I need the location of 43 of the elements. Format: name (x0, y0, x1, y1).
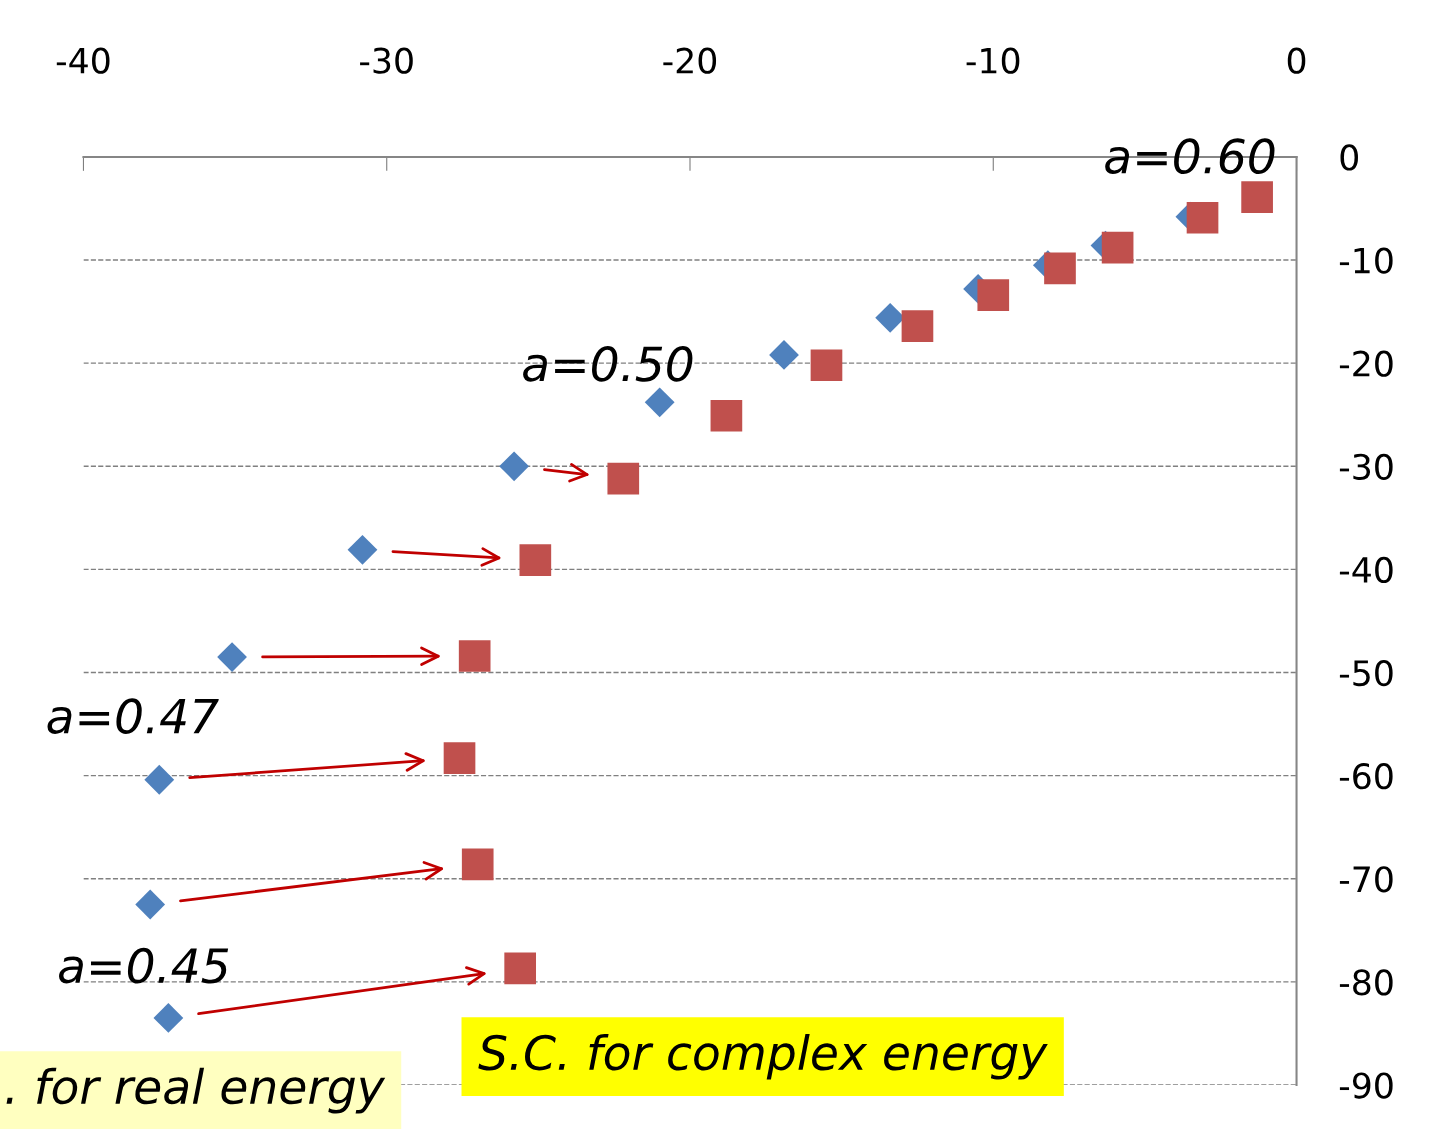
point (769, 340, 799, 370)
point (1186, 201, 1219, 234)
point (144, 764, 175, 795)
point (519, 544, 552, 576)
point (1101, 231, 1134, 264)
point (710, 399, 743, 432)
point (504, 952, 537, 985)
point (901, 310, 934, 342)
annotation: a=0.50 (523, 346, 693, 382)
point (217, 642, 247, 672)
y-tick-label: -40 (1339, 556, 1393, 584)
y-tick-label: -30 (1339, 453, 1393, 480)
x-tick-label: 0 (1287, 47, 1306, 74)
point (458, 640, 491, 672)
point (644, 387, 675, 418)
point (810, 349, 843, 382)
x-tick-label: -40 (56, 47, 110, 74)
point (1241, 181, 1273, 213)
y-tick-label: -20 (1339, 350, 1393, 377)
annotation: S.C. for complex energy (478, 1033, 1048, 1080)
point (461, 848, 494, 881)
y-tick-label: -50 (1339, 659, 1393, 687)
y-tick-label: 0 (1340, 144, 1358, 171)
x-tick-label: -20 (663, 47, 717, 74)
annotation: a=0.45 (59, 947, 229, 984)
x-tick-label: -30 (360, 47, 413, 74)
y-tick-label: -70 (1339, 866, 1393, 893)
y-tick-label: -80 (1339, 969, 1393, 996)
annotation: a=0.47 (47, 698, 219, 734)
point (977, 279, 1010, 311)
point (1044, 252, 1076, 285)
point (347, 534, 378, 565)
y-tick-label: -90 (1339, 1072, 1393, 1099)
point (499, 451, 529, 482)
point (607, 462, 640, 495)
annotation: . for real energy (6, 1067, 386, 1114)
annotation: a=0.60 (1105, 138, 1275, 175)
y-tick-label: -60 (1339, 763, 1393, 790)
point (443, 742, 476, 774)
point (153, 1003, 184, 1033)
point (135, 889, 166, 920)
x-tick-label: -10 (966, 47, 1020, 74)
y-tick-label: -10 (1339, 247, 1393, 274)
